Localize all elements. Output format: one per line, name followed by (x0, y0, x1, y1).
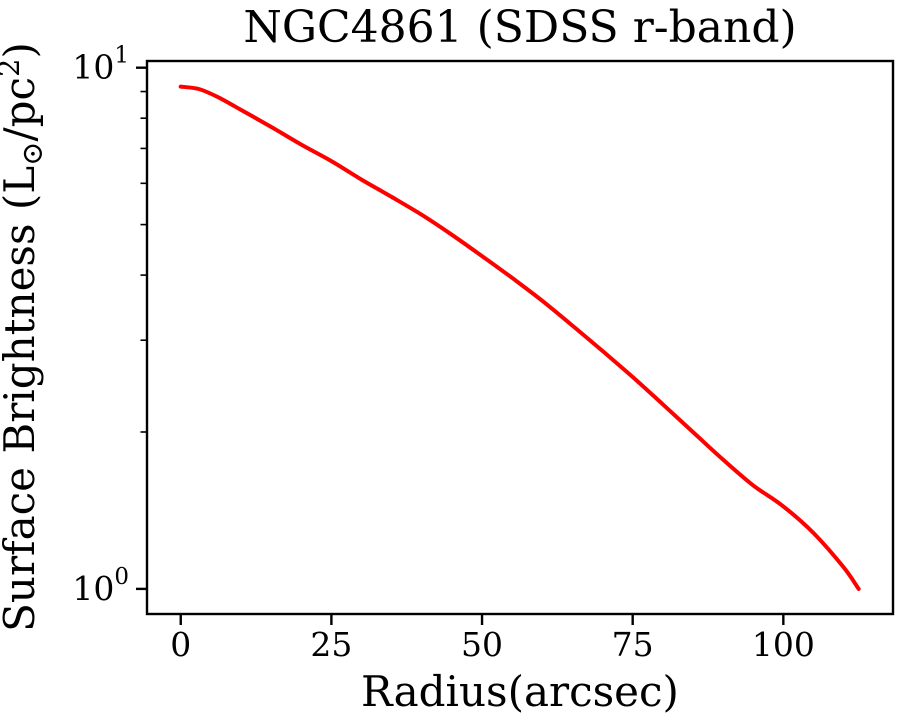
x-axis-label: Radius(arcsec) (361, 667, 679, 716)
chart-title: NGC4861 (SDSS r-band) (243, 2, 796, 53)
x-tick-label: 0 (170, 625, 191, 664)
y-axis-label: Surface Brightness (L⊙/pc2) (0, 42, 49, 632)
y-tick-label: 101 (72, 43, 129, 87)
data-curve-group (178, 84, 861, 591)
surface-brightness-profile (178, 84, 861, 591)
x-tick-label: 50 (461, 625, 503, 664)
x-tick-label: 75 (612, 625, 654, 664)
x-major-ticks: 0 25 50 75 100 (170, 614, 815, 664)
x-tick-label: 25 (310, 625, 352, 664)
y-minor-ticks (140, 90, 147, 433)
y-tick-label: 100 (72, 564, 129, 608)
plot-spines (145, 59, 895, 616)
x-tick-label: 100 (752, 625, 815, 664)
y-major-ticks: 100 101 (72, 43, 147, 608)
